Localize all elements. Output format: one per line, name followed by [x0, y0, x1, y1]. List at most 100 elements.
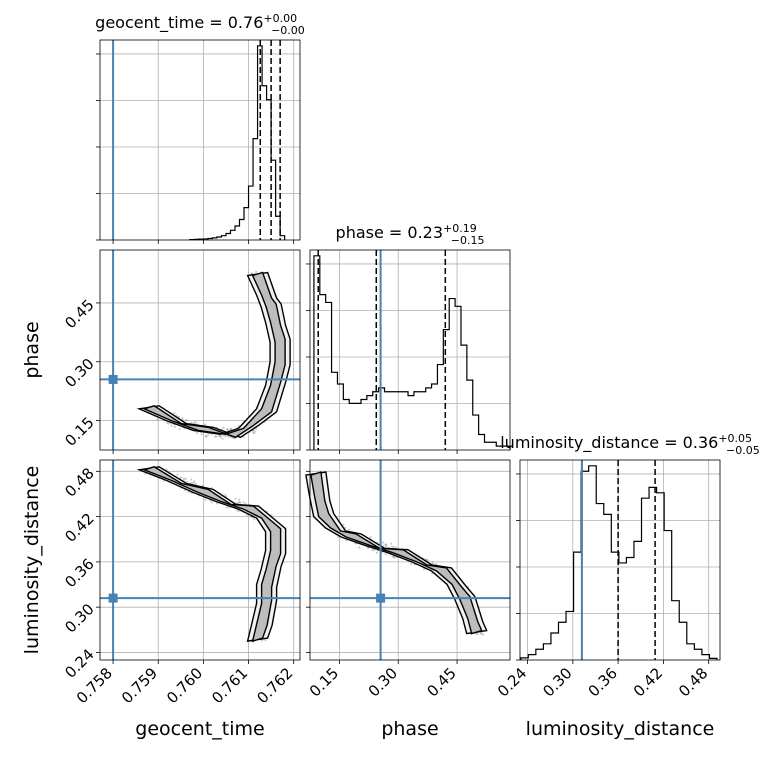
- scatter-point: [219, 435, 222, 438]
- scatter-point: [236, 502, 239, 505]
- scatter-point: [252, 431, 255, 434]
- scatter-point: [182, 477, 185, 480]
- scatter-point: [392, 555, 395, 558]
- scatter-point: [393, 556, 396, 560]
- scatter-panel-geocent_time-vs-luminosity_distance: [96, 459, 301, 664]
- scatter-point: [348, 528, 351, 531]
- scatter-point: [385, 543, 388, 546]
- scatter-panel-phase-vs-luminosity_distance: [305, 459, 511, 664]
- y-tick-label: 0.15: [61, 414, 97, 450]
- scatter-point: [435, 563, 438, 566]
- panel-frame: [309, 459, 511, 661]
- scatter-point: [371, 549, 374, 552]
- scatter-point: [395, 546, 398, 549]
- scatter-point: [193, 480, 196, 483]
- scatter-point: [236, 509, 239, 512]
- x-tick-label: 0.42: [630, 664, 666, 700]
- scatter-point: [219, 434, 222, 438]
- scatter-point: [392, 546, 395, 549]
- scatter-point: [225, 506, 228, 509]
- scatter-point: [226, 428, 229, 431]
- y-tick-label: 0.30: [61, 600, 97, 636]
- scatter-point: [194, 421, 197, 424]
- contour-band: [142, 466, 282, 643]
- scatter-point: [190, 478, 193, 481]
- title-text: geocent_time = 0.76: [95, 13, 263, 33]
- scatter-point: [264, 639, 267, 642]
- scatter-point: [422, 568, 425, 571]
- y-axis-label: phase: [21, 321, 43, 378]
- contour-band: [136, 271, 291, 439]
- scatter-point: [242, 501, 245, 504]
- scatter-point: [165, 468, 168, 471]
- y-axis-label: luminosity_distance: [21, 466, 43, 655]
- y-tick-label: 0.45: [61, 296, 97, 332]
- contour-band: [142, 271, 286, 439]
- scatter-point: [221, 437, 224, 440]
- title-upper: +0.19: [443, 222, 477, 235]
- scatter-point: [224, 493, 227, 496]
- scatter-point: [222, 434, 225, 437]
- scatter-point: [214, 435, 217, 438]
- x-tick-label: 0.30: [365, 664, 401, 700]
- y-tick-label: 0.42: [61, 510, 97, 546]
- scatter-point: [185, 480, 189, 483]
- grid: [100, 40, 300, 240]
- scatter-point: [253, 431, 256, 434]
- scatter-point: [427, 559, 430, 562]
- x-axis-label: geocent_time: [135, 718, 264, 740]
- scatter-point: [224, 435, 227, 438]
- title-upper: +0.00: [263, 12, 297, 25]
- scatter-point: [390, 542, 393, 545]
- scatter-point: [204, 423, 207, 426]
- x-tick-label: 0.36: [585, 664, 621, 700]
- x-tick-label: 0.759: [118, 664, 161, 707]
- scatter-point: [178, 428, 181, 431]
- scatter-point: [253, 518, 256, 521]
- scatter-point: [482, 633, 485, 636]
- y-tick-label: 0.30: [61, 355, 97, 391]
- x-tick-label: 0.762: [253, 664, 296, 707]
- panel-title: geocent_time = 0.76+0.00 −0.00: [95, 12, 305, 37]
- panel-frame: [99, 249, 301, 451]
- scatter-point: [179, 476, 183, 479]
- panel-title: luminosity_distance = 0.36+0.05 −0.05: [500, 432, 760, 457]
- histogram-step-line: [313, 255, 511, 450]
- x-axis-label: phase: [381, 718, 438, 740]
- scatter-point: [409, 562, 413, 566]
- scatter-point: [366, 546, 369, 549]
- scatter-point: [205, 435, 208, 438]
- scatter-point: [358, 546, 361, 549]
- panel-frame: [309, 249, 511, 451]
- scatter-point: [185, 419, 188, 422]
- scatter-point: [166, 421, 169, 424]
- histogram-panel-luminosity_distance: luminosity_distance = 0.36+0.05 −0.05: [500, 432, 760, 664]
- x-tick-label: 0.30: [539, 664, 575, 700]
- scatter-point: [229, 428, 232, 431]
- scatter-point: [215, 435, 218, 438]
- scatter-point: [384, 543, 387, 546]
- x-axis-label: luminosity_distance: [526, 718, 715, 740]
- scatter-point: [253, 430, 256, 433]
- scatter-point: [238, 498, 241, 501]
- scatter-panel-geocent_time-vs-phase: [96, 249, 301, 454]
- title-text: phase = 0.23: [336, 223, 443, 242]
- scatter-point: [176, 473, 179, 476]
- grid: [520, 460, 720, 660]
- title-upper: +0.05: [718, 432, 752, 445]
- grid: [310, 250, 510, 450]
- panel-title: phase = 0.23+0.19 −0.15: [336, 222, 485, 247]
- scatter-point: [382, 541, 385, 544]
- contour-band: [310, 471, 483, 635]
- scatter-point: [425, 558, 428, 561]
- scatter-point: [156, 418, 159, 421]
- x-tick-label: 0.45: [424, 664, 460, 700]
- scatter-point: [385, 545, 388, 548]
- scatter-point: [475, 632, 478, 635]
- x-tick-label: 0.15: [306, 664, 342, 700]
- x-tick-label: 0.48: [675, 664, 711, 700]
- x-tick-label: 0.760: [163, 664, 206, 707]
- title-lower: −0.00: [271, 24, 305, 37]
- scatter-point: [391, 545, 394, 548]
- title-lower: −0.15: [451, 234, 485, 247]
